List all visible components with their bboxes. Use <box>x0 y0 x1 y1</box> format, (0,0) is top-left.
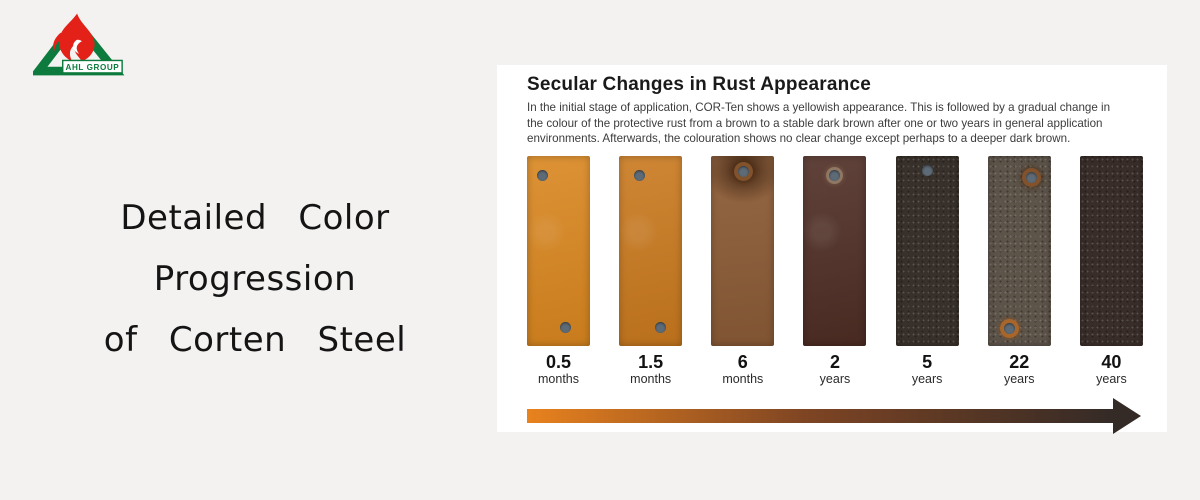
sample-duration-unit: years <box>911 371 943 386</box>
bolt-hole <box>921 164 933 176</box>
sample-duration-value: 6 <box>737 351 748 372</box>
rust-appearance-panel: Secular Changes in Rust Appearance In th… <box>497 65 1167 434</box>
rust-sample-1-5-months: 1.5 months <box>619 155 683 386</box>
bolt-hole <box>1003 322 1015 334</box>
steel-plate-1-5-months <box>619 155 683 346</box>
bolt-hole <box>829 169 841 181</box>
page-title: Detailed Color Progression of Corten Ste… <box>25 188 485 371</box>
sample-duration-value: 40 <box>1101 351 1122 372</box>
sample-duration-value: 2 <box>829 351 840 372</box>
steel-plate-5-years <box>895 155 959 346</box>
panel-heading: Secular Changes in Rust Appearance <box>527 74 871 95</box>
sample-duration-unit: months <box>538 371 579 386</box>
timeline-arrow-shaft <box>527 408 1114 423</box>
rust-timeline-arrow <box>527 397 1141 436</box>
rust-sample-22-years: 22 years <box>987 155 1051 386</box>
rust-sample-5-years: 5 years <box>895 155 959 386</box>
sample-duration-unit: months <box>630 371 672 386</box>
page-title-line1: Detailed Color Progression <box>120 198 390 299</box>
bolt-hole <box>1025 171 1037 183</box>
bolt-hole <box>560 321 571 333</box>
rust-samples-row: 0.5 months 1.5 months 6 months 2 years <box>527 155 1143 386</box>
sample-duration-value: 0.5 <box>545 351 572 372</box>
ahl-group-logo: AHL GROUP <box>30 13 125 83</box>
sample-duration-unit: years <box>1003 371 1035 386</box>
logo-company-name: AHL GROUP <box>66 63 120 72</box>
panel-description: In the initial stage of application, COR… <box>527 101 1111 146</box>
logo-flame-swirl <box>73 39 82 54</box>
rust-sample-0-5-months: 0.5 months <box>527 155 590 386</box>
bolt-hole <box>634 169 646 181</box>
bolt-hole <box>537 169 548 181</box>
sample-duration-value: 5 <box>922 351 933 372</box>
steel-plate-22-years <box>987 155 1051 346</box>
timeline-arrow-head <box>1113 397 1141 434</box>
steel-plate-40-years <box>1079 155 1143 346</box>
sample-duration-unit: years <box>819 371 851 386</box>
rust-sample-6-months: 6 months <box>711 155 775 386</box>
steel-plate-6-months <box>711 155 775 346</box>
rust-sample-40-years: 40 years <box>1079 155 1143 386</box>
sample-duration-value: 1.5 <box>638 351 664 372</box>
bolt-hole <box>738 165 750 177</box>
rust-sample-2-years: 2 years <box>803 155 867 386</box>
ahl-group-logo-graphic: AHL GROUP <box>30 13 125 76</box>
page-title-line2: of Corten Steel <box>103 320 407 360</box>
logo-flame-icon <box>53 13 95 62</box>
sample-duration-unit: years <box>1096 371 1127 386</box>
sample-duration-unit: months <box>722 371 764 386</box>
bolt-hole <box>655 321 667 333</box>
logo-text-box <box>61 59 123 74</box>
steel-plate-0-5-months <box>527 155 590 346</box>
sample-duration-value: 22 <box>1009 351 1030 372</box>
steel-plate-2-years <box>803 155 867 346</box>
